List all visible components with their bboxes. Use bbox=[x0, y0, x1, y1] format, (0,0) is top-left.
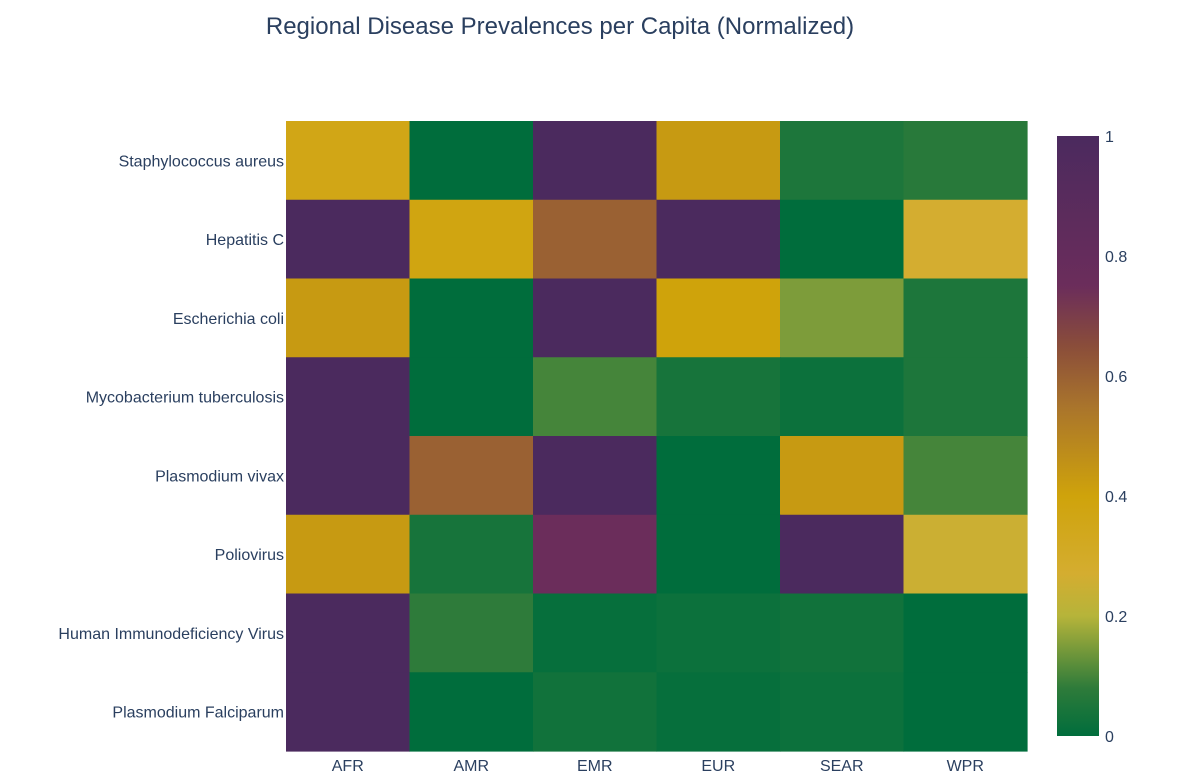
heatmap-cell bbox=[903, 514, 1028, 595]
heatmap-cell bbox=[409, 593, 534, 673]
heatmap-cell bbox=[656, 357, 781, 437]
y-axis-tick-labels: Staphylococcus aureus Hepatitis C Escheric… bbox=[58, 153, 284, 721]
heatmap-cell bbox=[409, 436, 534, 516]
heatmap-cell bbox=[656, 278, 781, 358]
heatmap-cell bbox=[286, 436, 411, 516]
x-tick-label: EUR bbox=[701, 758, 735, 775]
heatmap-cell bbox=[903, 436, 1028, 516]
heatmap-cell bbox=[656, 514, 781, 595]
heatmap-cell bbox=[533, 121, 658, 201]
heatmap-cell bbox=[780, 514, 905, 595]
heatmap-cell bbox=[286, 672, 411, 752]
heatmap-cell bbox=[286, 514, 411, 595]
heatmap-cell bbox=[533, 672, 658, 752]
heatmap-cell bbox=[533, 199, 658, 280]
heatmap-cell bbox=[903, 672, 1028, 752]
x-axis-tick-labels: AFR AMR EMR EUR SEAR WPR bbox=[332, 758, 984, 775]
y-tick-label: Plasmodium vivax bbox=[155, 468, 284, 485]
colorbar-tick-label: 0.4 bbox=[1105, 489, 1127, 506]
heatmap-cell bbox=[533, 436, 658, 516]
y-tick-label: Hepatitis C bbox=[206, 232, 284, 249]
y-tick-label: Staphylococcus aureus bbox=[119, 153, 284, 170]
chart-title: Regional Disease Prevalences per Capita … bbox=[266, 13, 854, 40]
heatmap-cell bbox=[903, 278, 1028, 358]
heatmap-cell bbox=[409, 199, 534, 280]
x-tick-label: WPR bbox=[947, 758, 984, 775]
heatmap-cell bbox=[780, 357, 905, 437]
heatmap-cell bbox=[409, 672, 534, 752]
heatmap-cell bbox=[780, 278, 905, 358]
heatmap-cell bbox=[409, 278, 534, 358]
heatmap-cell bbox=[903, 593, 1028, 673]
x-tick-label: EMR bbox=[577, 758, 613, 775]
heatmap-cell bbox=[286, 593, 411, 673]
colorbar-tick-label: 0.8 bbox=[1105, 249, 1127, 266]
heatmap-cell bbox=[286, 121, 411, 201]
y-tick-label: Human Immunodeficiency Virus bbox=[58, 626, 284, 643]
heatmap-cell bbox=[409, 357, 534, 437]
heatmap-cell bbox=[286, 199, 411, 280]
heatmap-cell bbox=[780, 593, 905, 673]
colorbar-tick-labels: 0 0.2 0.4 0.6 0.8 1 bbox=[1105, 129, 1127, 746]
heatmap-cell bbox=[533, 357, 658, 437]
heatmap-cells bbox=[286, 121, 1028, 752]
heatmap-cell bbox=[903, 121, 1028, 201]
heatmap-cell bbox=[409, 121, 534, 201]
heatmap-cell bbox=[780, 672, 905, 752]
y-tick-label: Escherichia coli bbox=[173, 311, 284, 328]
y-tick-label: Poliovirus bbox=[215, 547, 284, 564]
heatmap-cell bbox=[780, 436, 905, 516]
colorbar-tick-label: 1 bbox=[1105, 129, 1114, 146]
heatmap-cell bbox=[656, 436, 781, 516]
heatmap-cell bbox=[533, 514, 658, 595]
heatmap-cell bbox=[409, 514, 534, 595]
heatmap-cell bbox=[780, 121, 905, 201]
heatmap-cell bbox=[656, 199, 781, 280]
heatmap-cell bbox=[656, 121, 781, 201]
colorbar-tick-label: 0.6 bbox=[1105, 369, 1127, 386]
heatmap-cell bbox=[903, 357, 1028, 437]
heatmap-cell bbox=[286, 357, 411, 437]
x-tick-label: AMR bbox=[453, 758, 489, 775]
heatmap-cell bbox=[903, 199, 1028, 280]
colorbar-tick-label: 0.2 bbox=[1105, 609, 1127, 626]
x-tick-label: AFR bbox=[332, 758, 364, 775]
heatmap-cell bbox=[286, 278, 411, 358]
colorbar-tick-label: 0 bbox=[1105, 729, 1114, 746]
heatmap-cell bbox=[533, 593, 658, 673]
y-tick-label: Mycobacterium tuberculosis bbox=[86, 390, 284, 407]
y-tick-label: Plasmodium Falciparum bbox=[112, 705, 284, 722]
heatmap-cell bbox=[656, 593, 781, 673]
x-tick-label: SEAR bbox=[820, 758, 864, 775]
heatmap-cell bbox=[533, 278, 658, 358]
heatmap-cell bbox=[656, 672, 781, 752]
colorbar bbox=[1057, 136, 1099, 736]
heatmap-cell bbox=[780, 199, 905, 280]
